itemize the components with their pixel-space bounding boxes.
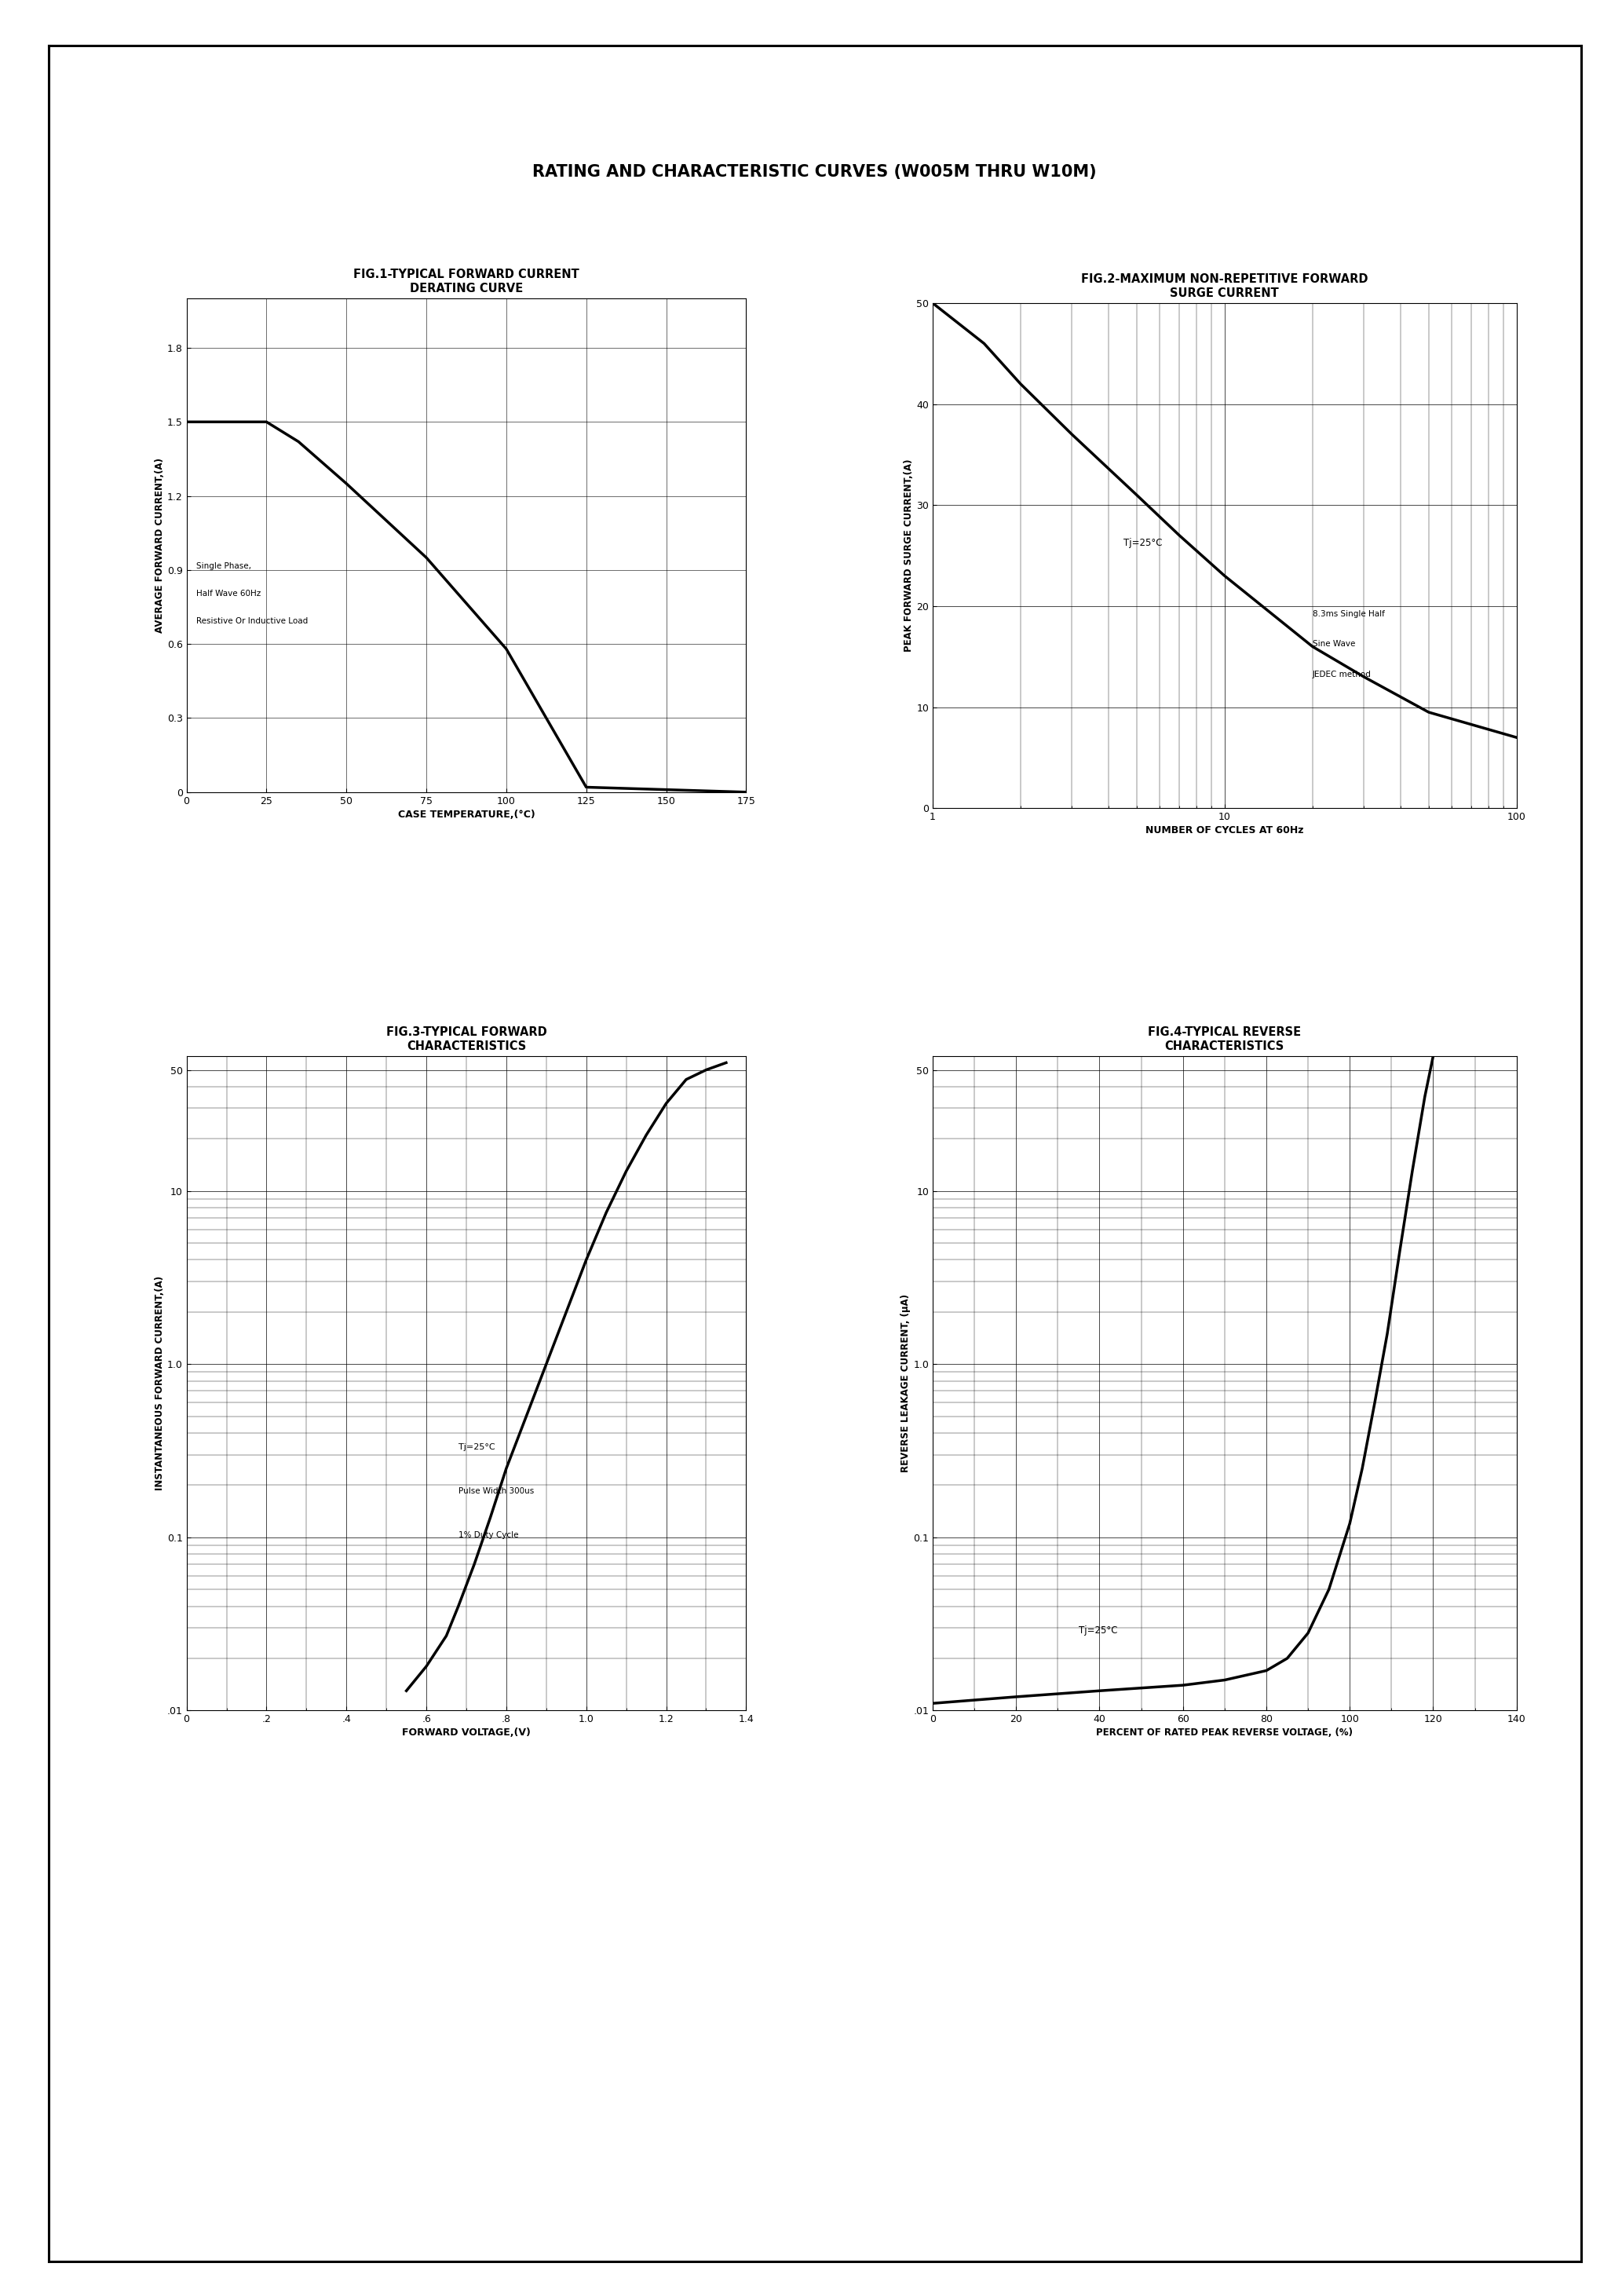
Text: JEDEC method: JEDEC method	[1312, 670, 1371, 677]
Text: 8.3ms Single Half: 8.3ms Single Half	[1312, 611, 1385, 618]
Title: FIG.4-TYPICAL REVERSE
CHARACTERISTICS: FIG.4-TYPICAL REVERSE CHARACTERISTICS	[1148, 1026, 1301, 1052]
Text: Tj=25°C: Tj=25°C	[1079, 1626, 1118, 1635]
Y-axis label: PEAK FORWARD SURGE CURRENT,(A): PEAK FORWARD SURGE CURRENT,(A)	[903, 459, 915, 652]
Y-axis label: REVERSE LEAKAGE CURRENT, (μA): REVERSE LEAKAGE CURRENT, (μA)	[900, 1295, 912, 1472]
Text: Resistive Or Inductive Load: Resistive Or Inductive Load	[196, 618, 308, 625]
Title: FIG.2-MAXIMUM NON-REPETITIVE FORWARD
SURGE CURRENT: FIG.2-MAXIMUM NON-REPETITIVE FORWARD SUR…	[1082, 273, 1367, 298]
Y-axis label: INSTANTANEOUS FORWARD CURRENT,(A): INSTANTANEOUS FORWARD CURRENT,(A)	[154, 1277, 165, 1490]
Text: Pulse Width 300us: Pulse Width 300us	[459, 1488, 534, 1495]
Title: FIG.3-TYPICAL FORWARD
CHARACTERISTICS: FIG.3-TYPICAL FORWARD CHARACTERISTICS	[386, 1026, 547, 1052]
Text: Tj=25°C: Tj=25°C	[459, 1444, 495, 1451]
Text: Sine Wave: Sine Wave	[1312, 641, 1356, 647]
Text: Single Phase,: Single Phase,	[196, 563, 251, 569]
X-axis label: NUMBER OF CYCLES AT 60Hz: NUMBER OF CYCLES AT 60Hz	[1145, 827, 1304, 836]
Text: RATING AND CHARACTERISTIC CURVES (W005M THRU W10M): RATING AND CHARACTERISTIC CURVES (W005M …	[532, 165, 1096, 179]
X-axis label: CASE TEMPERATURE,(°C): CASE TEMPERATURE,(°C)	[397, 810, 535, 820]
X-axis label: FORWARD VOLTAGE,(V): FORWARD VOLTAGE,(V)	[402, 1729, 530, 1738]
Y-axis label: AVERAGE FORWARD CURRENT,(A): AVERAGE FORWARD CURRENT,(A)	[154, 457, 165, 634]
Title: FIG.1-TYPICAL FORWARD CURRENT
DERATING CURVE: FIG.1-TYPICAL FORWARD CURRENT DERATING C…	[354, 269, 579, 294]
X-axis label: PERCENT OF RATED PEAK REVERSE VOLTAGE, (%): PERCENT OF RATED PEAK REVERSE VOLTAGE, (…	[1096, 1729, 1353, 1738]
Text: Tj=25°C: Tj=25°C	[1124, 537, 1163, 549]
Text: Half Wave 60Hz: Half Wave 60Hz	[196, 590, 261, 597]
Text: 1% Duty Cycle: 1% Duty Cycle	[459, 1531, 519, 1538]
